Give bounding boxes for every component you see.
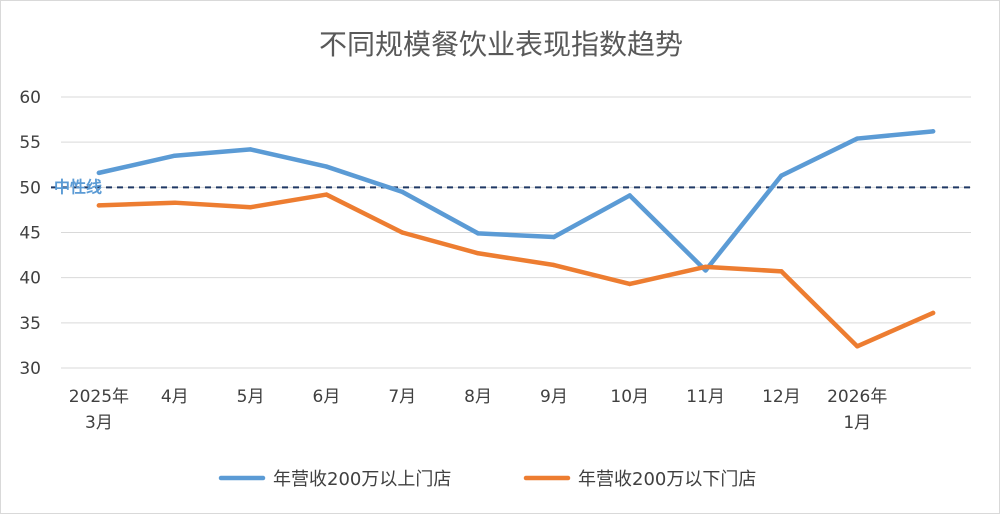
y-tick-label: 50: [19, 178, 41, 198]
y-tick-label: 40: [19, 269, 41, 289]
y-tick-label: 30: [19, 359, 41, 379]
data-point: [475, 251, 481, 256]
data-point: [779, 269, 784, 274]
x-tick-label: 10月: [610, 387, 649, 407]
x-tick-label: 5月: [237, 387, 265, 407]
data-point: [172, 153, 177, 158]
series-group: [96, 129, 936, 349]
x-tick-label: 8月: [464, 387, 492, 407]
x-tick-label: 11月: [686, 387, 725, 407]
x-tick-label: 3月: [85, 413, 113, 433]
x-tick-label: 12月: [762, 387, 801, 407]
data-point: [930, 129, 936, 134]
data-point: [551, 262, 557, 268]
y-axis: 30 35 40 45 50 55 60: [19, 88, 41, 379]
data-point: [779, 173, 784, 178]
x-tick-label: 6月: [313, 387, 341, 407]
data-point: [324, 164, 329, 169]
data-point: [400, 230, 405, 235]
neutral-line-label: 中性线: [54, 177, 102, 196]
data-point: [627, 193, 632, 198]
data-point: [324, 192, 329, 197]
x-tick-label: 2025年: [69, 387, 129, 407]
data-point: [172, 200, 177, 205]
x-tick-label: 2026年: [827, 387, 887, 407]
data-point: [96, 170, 102, 176]
data-point: [96, 203, 102, 208]
data-point: [930, 310, 936, 316]
data-point: [627, 281, 632, 287]
chart-title: 不同规模餐饮业表现指数趋势: [319, 28, 683, 61]
legend-label: 年营收200万以上门店: [273, 469, 451, 490]
y-tick-label: 60: [19, 88, 41, 108]
data-point: [551, 234, 557, 240]
y-tick-label: 55: [19, 133, 41, 153]
data-point: [248, 147, 253, 152]
data-point: [703, 264, 708, 270]
legend: 年营收200万以上门店 年营收200万以下门店: [218, 469, 756, 490]
legend-label: 年营收200万以下门店: [578, 469, 756, 490]
series-line-2: [96, 192, 936, 349]
y-tick-label: 45: [19, 224, 41, 244]
data-point: [855, 136, 860, 141]
x-tick-label: 7月: [388, 387, 416, 407]
x-tick-label: 9月: [540, 387, 568, 407]
data-point: [400, 189, 405, 195]
data-point: [475, 231, 481, 236]
x-tick-label: 1月: [843, 413, 871, 433]
data-point: [248, 205, 253, 210]
data-point: [855, 344, 860, 349]
gridlines: [61, 96, 971, 369]
x-axis: 2025年 3月 4月 5月 6月 7月 8月 9月 10月 11月 12月 2026年 1月: [69, 387, 888, 433]
y-tick-label: 35: [19, 314, 41, 334]
x-tick-label: 4月: [161, 387, 189, 407]
reference-line-group: 中性线: [51, 177, 971, 196]
series-line-1: [96, 129, 936, 273]
